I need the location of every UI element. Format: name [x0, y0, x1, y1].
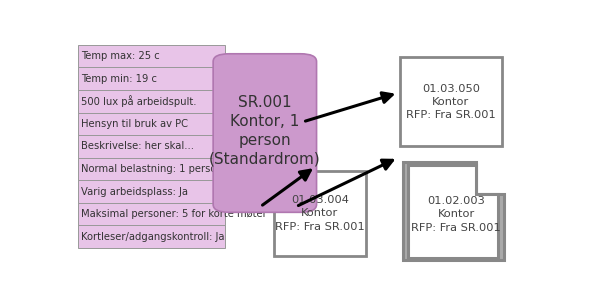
Bar: [78, 135, 225, 158]
Text: 01.03.050
Kontor
RFP: Fra SR.001: 01.03.050 Kontor RFP: Fra SR.001: [406, 84, 496, 120]
Bar: [78, 225, 225, 248]
Bar: [78, 158, 225, 180]
Polygon shape: [408, 165, 498, 258]
Bar: [78, 180, 225, 203]
Text: Beskrivelse: her skal...: Beskrivelse: her skal...: [81, 142, 194, 151]
Text: Maksimal personer: 5 for korte møter: Maksimal personer: 5 for korte møter: [81, 209, 267, 219]
FancyBboxPatch shape: [213, 54, 317, 212]
Bar: [78, 90, 225, 113]
Bar: [78, 68, 225, 90]
Text: 01.02.003
Kontor
RFP: Fra SR.001: 01.02.003 Kontor RFP: Fra SR.001: [411, 196, 501, 233]
Bar: [78, 113, 225, 135]
Text: Varig arbeidsplass: Ja: Varig arbeidsplass: Ja: [81, 186, 188, 197]
Text: 500 lux på arbeidspult.: 500 lux på arbeidspult.: [81, 95, 196, 107]
Bar: [400, 57, 502, 146]
Text: 01.03.004
Kontor
RFP: Fra SR.001: 01.03.004 Kontor RFP: Fra SR.001: [275, 195, 365, 232]
Text: Normal belastning: 1 person: Normal belastning: 1 person: [81, 164, 223, 174]
Text: SR.001
Kontor, 1
person
(Standardrom): SR.001 Kontor, 1 person (Standardrom): [209, 95, 321, 166]
Bar: [274, 171, 366, 256]
Text: Kortleser/adgangskontroll: Ja: Kortleser/adgangskontroll: Ja: [81, 232, 225, 242]
Text: Hensyn til bruk av PC: Hensyn til bruk av PC: [81, 119, 188, 129]
Text: Temp max: 25 c: Temp max: 25 c: [81, 51, 160, 61]
Bar: [78, 203, 225, 225]
Polygon shape: [403, 162, 504, 260]
Text: Temp min: 19 c: Temp min: 19 c: [81, 74, 157, 84]
Bar: [78, 45, 225, 68]
